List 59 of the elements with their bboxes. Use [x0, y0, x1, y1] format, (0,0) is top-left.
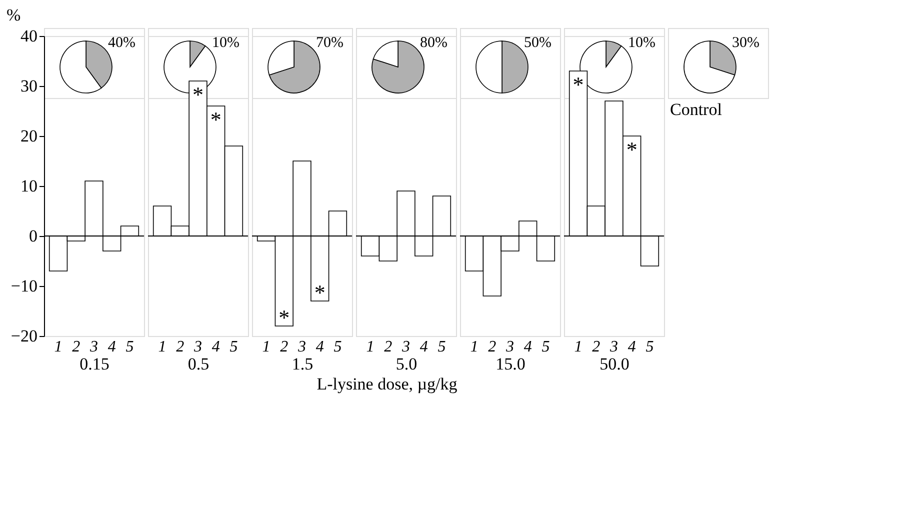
x-tick-label: 3: [89, 338, 98, 356]
y-tick-label: 20: [20, 126, 38, 146]
x-axis-title: 50.0: [600, 354, 630, 374]
data-label: 30%: [732, 35, 760, 51]
data-label: 70%: [316, 35, 344, 51]
data-label: 80%: [420, 35, 448, 51]
x-axis-title: 0.5: [188, 354, 210, 374]
annotation: *: [626, 137, 638, 162]
y-tick-label: 0: [29, 226, 38, 246]
x-tick-label: 2: [72, 338, 80, 356]
y-axis-title: %: [6, 6, 21, 24]
x-tick-label: 3: [401, 338, 410, 356]
x-tick-label: 2: [384, 338, 392, 356]
y-tick-label: 30: [20, 76, 38, 96]
y-tick-label: 40: [20, 26, 38, 46]
x-tick-label: 3: [297, 338, 306, 356]
x-axis-title: 15.0: [496, 354, 526, 374]
x-tick-label: 5: [646, 338, 654, 356]
x-tick-label: 2: [488, 338, 496, 356]
x-tick-label: 4: [628, 338, 636, 356]
x-tick-label: 5: [542, 338, 550, 356]
data-label: 40%: [108, 35, 136, 51]
annotation: *: [572, 72, 584, 97]
x-tick-label: 1: [366, 338, 374, 356]
x-axis-title: 5.0: [396, 354, 418, 374]
x-tick-label: 1: [54, 338, 62, 356]
y-tick-label: 10: [20, 176, 38, 196]
x-tick-label: 1: [262, 338, 270, 356]
x-tick-label: 5: [230, 338, 238, 356]
annotation: *: [278, 305, 290, 330]
text: Control: [670, 100, 722, 119]
x-tick-label: 2: [280, 338, 288, 356]
x-tick-label: 3: [609, 338, 618, 356]
x-tick-label: 5: [438, 338, 446, 356]
x-tick-label: 4: [524, 338, 532, 356]
x-tick-label: 1: [470, 338, 478, 356]
x-tick-label: 2: [592, 338, 600, 356]
x-tick-label: 4: [420, 338, 428, 356]
y-tick-label: −10: [10, 276, 38, 296]
x-tick-label: 1: [574, 338, 582, 356]
annotation: *: [210, 107, 222, 132]
x-tick-label: 4: [212, 338, 220, 356]
x-axis-title: 0.15: [80, 354, 110, 374]
x-axis-title: 1.5: [292, 354, 314, 374]
annotation: *: [192, 82, 204, 107]
x-tick-label: 2: [176, 338, 184, 356]
x-tick-label: 1: [158, 338, 166, 356]
x-tick-label: 4: [108, 338, 116, 356]
text: L-lysine dose, µg/kg: [316, 374, 458, 394]
x-tick-label: 5: [126, 338, 134, 356]
x-tick-label: 3: [505, 338, 514, 356]
annotation: *: [314, 280, 326, 305]
data-label: 10%: [212, 35, 240, 51]
y-tick-label: −20: [10, 326, 38, 346]
x-tick-label: 4: [316, 338, 324, 356]
x-tick-label: 5: [334, 338, 342, 356]
x-tick-label: 3: [193, 338, 202, 356]
data-label: 50%: [524, 35, 552, 51]
data-label: 10%: [628, 35, 656, 51]
